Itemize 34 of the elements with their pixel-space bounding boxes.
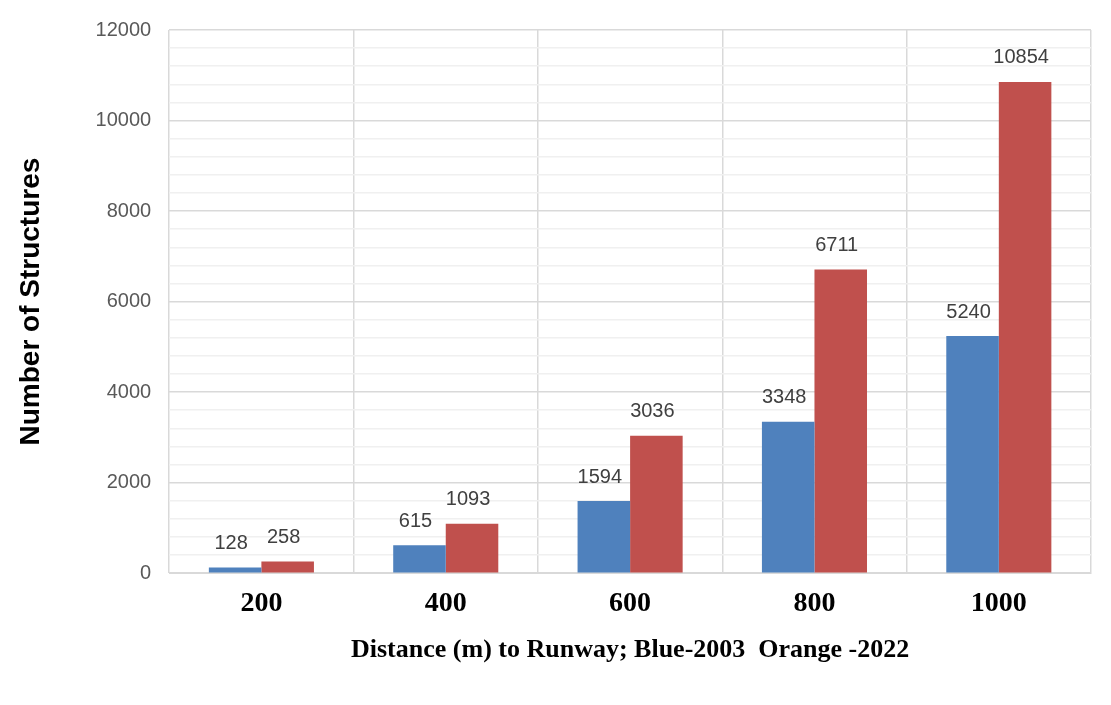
data-label: 615	[398, 508, 433, 531]
x-tick-label: 600	[609, 586, 652, 618]
bar	[208, 567, 262, 573]
y-tick-label: 6000	[106, 289, 152, 312]
bar	[946, 336, 999, 573]
y-tick-label: 12000	[95, 17, 152, 40]
x-tick-label: 400	[424, 586, 467, 618]
data-label: 5240	[946, 299, 991, 322]
bar	[261, 561, 314, 573]
x-tick-label: 800	[793, 586, 836, 618]
bar	[630, 435, 683, 573]
y-axis-title: Number of Structures	[13, 157, 45, 446]
data-label: 1093	[445, 487, 491, 510]
x-axis-title: Distance (m) to Runway; Blue-2003 Orange -2022	[350, 634, 910, 664]
y-tick-label: 4000	[106, 379, 152, 402]
y-tick-label: 0	[140, 560, 152, 583]
bar	[445, 523, 499, 573]
bar	[577, 501, 631, 573]
x-tick-label: 1000	[970, 586, 1027, 618]
bar	[393, 545, 446, 573]
bar	[814, 269, 868, 573]
data-label: 128	[214, 530, 248, 553]
y-tick-label: 8000	[106, 198, 152, 221]
data-label: 10854	[993, 45, 1049, 68]
data-label: 1594	[577, 464, 623, 487]
y-tick-label: 2000	[106, 470, 152, 493]
data-label: 6711	[815, 232, 859, 255]
bar	[761, 421, 815, 573]
data-label: 258	[266, 525, 301, 548]
bar	[998, 81, 1052, 573]
data-label: 3036	[630, 399, 675, 422]
x-tick-label: 200	[240, 586, 283, 618]
y-tick-label: 10000	[95, 108, 152, 131]
data-label: 3348	[761, 385, 807, 408]
